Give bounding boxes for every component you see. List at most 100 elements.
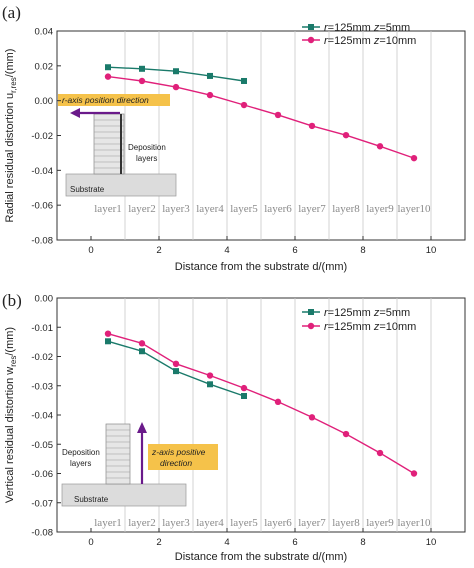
layer-label: layer9 xyxy=(366,203,394,215)
data-point-circle xyxy=(206,91,214,99)
legend-entry: r=125mm z=10mm xyxy=(324,35,416,47)
x-tick-label: 0 xyxy=(88,537,93,548)
y-tick-label: 0.04 xyxy=(35,27,54,38)
direction-callout-line1: z-axis positive xyxy=(151,447,206,457)
direction-callout-box xyxy=(148,444,218,470)
y-tick-label: -0.01 xyxy=(31,323,53,334)
deposition-label: Deposition layers xyxy=(128,143,166,163)
data-point-circle xyxy=(410,470,418,477)
y-tick-label: -0.02 xyxy=(31,131,53,142)
x-tick-label: 6 xyxy=(292,245,297,256)
data-point-square xyxy=(207,381,213,388)
legend-entry-part: =5mm xyxy=(379,22,410,34)
legend-entry-part: =125mm xyxy=(328,307,374,319)
panel-label: (a) xyxy=(2,3,21,22)
y-tick-label: -0.03 xyxy=(31,381,53,392)
legend-entry-part: =125mm xyxy=(328,321,374,333)
deposition-label-line2: layers xyxy=(136,154,157,163)
substrate-label: Substrate xyxy=(74,495,109,504)
legend-entry-part: z xyxy=(373,35,380,47)
data-point-circle xyxy=(104,73,112,80)
layer-label: layer8 xyxy=(332,517,360,529)
legend-entry-part: z xyxy=(373,321,380,333)
layer-label: layer4 xyxy=(196,517,224,529)
data-point-circle xyxy=(138,340,146,347)
layer-label: layer7 xyxy=(298,517,326,529)
layer-label: layer9 xyxy=(366,517,394,529)
layer-label: layer1 xyxy=(94,517,121,529)
data-point-circle xyxy=(172,360,180,368)
data-point-circle xyxy=(206,372,214,379)
y-tick-label: -0.04 xyxy=(31,166,53,177)
x-tick-label: 8 xyxy=(360,537,365,548)
data-point-circle xyxy=(376,143,384,150)
direction-callout-box xyxy=(58,94,170,106)
data-point-circle xyxy=(240,384,248,392)
data-point-circle xyxy=(138,77,146,85)
direction-arrow-head xyxy=(70,108,80,118)
y-tick-label: -0.06 xyxy=(31,201,53,212)
x-tick-label: 8 xyxy=(360,245,365,256)
data-point-square xyxy=(105,338,111,345)
data-point-square xyxy=(139,65,145,72)
x-tick-label: 10 xyxy=(426,245,437,256)
deposition-label-line1: Deposition xyxy=(128,143,166,152)
legend-marker-square xyxy=(308,24,314,30)
layer-label: layer7 xyxy=(298,203,326,215)
legend-entry-part: =125mm xyxy=(328,35,374,47)
data-point-circle xyxy=(342,131,350,139)
data-point-square xyxy=(173,368,179,375)
data-point-square xyxy=(241,392,247,399)
legend-marker-circle xyxy=(307,36,315,44)
substrate-label: Substrate xyxy=(70,185,105,194)
layer-label: layer6 xyxy=(264,517,292,529)
y-tick-label: -0.05 xyxy=(31,440,53,451)
direction-callout-label: r-axis position direction xyxy=(62,95,149,105)
x-axis-label: Distance from the substrate d/(mm) xyxy=(175,551,347,563)
x-axis-label: Distance from the substrate d/(mm) xyxy=(175,261,347,273)
legend-entry-part: =10mm xyxy=(379,321,416,333)
layer-label: layer3 xyxy=(162,517,190,529)
data-point-circle xyxy=(172,83,180,91)
data-point-circle xyxy=(410,154,418,162)
layer-label: layer5 xyxy=(230,203,258,215)
y-tick-label: -0.08 xyxy=(31,236,53,247)
legend-entry: r=125mm z=5mm xyxy=(324,307,410,319)
data-point-square xyxy=(173,68,179,75)
layer-label: layer5 xyxy=(230,517,258,529)
legend-entry-part: =125mm xyxy=(328,22,374,34)
legend-marker-square xyxy=(308,309,314,315)
panel-label: (b) xyxy=(2,291,22,310)
legend-marker-circle xyxy=(307,322,315,330)
layer-label: layer2 xyxy=(128,203,155,215)
legend-entry: r=125mm z=5mm xyxy=(324,22,410,34)
direction-callout-label: z-axis positive direction xyxy=(151,447,206,468)
chart-panel-b: layer1 layer2 layer3 layer4 layer5 layer6 laye… xyxy=(2,291,466,563)
y-tick-label: -0.02 xyxy=(31,352,53,363)
y-axis-label-main: Vertical residual distortion w xyxy=(4,367,16,503)
y-tick-label: -0.08 xyxy=(31,528,53,539)
data-point-circle xyxy=(274,398,282,406)
y-axis-label-subscript: r,res xyxy=(9,77,18,93)
legend-entry-part: r xyxy=(324,22,329,34)
layer-label: layer6 xyxy=(264,203,292,215)
legend-entry-part: =10mm xyxy=(379,35,416,47)
data-point-circle xyxy=(274,111,282,119)
series-line xyxy=(107,75,415,159)
layer-label: layer2 xyxy=(128,517,155,529)
deposition-label-line1: Deposition xyxy=(62,448,100,457)
data-point-square xyxy=(207,72,213,79)
deposition-label-line2: layers xyxy=(70,459,91,468)
series-line xyxy=(107,333,415,475)
x-tick-label: 6 xyxy=(292,537,297,548)
chart-panel-a: layer1 layer2 layer3 layer4 layer5 layer6 laye… xyxy=(2,3,466,273)
legend-entry-part: r xyxy=(324,321,329,333)
layer-label: layer3 xyxy=(162,203,190,215)
legend-entry-part: z xyxy=(373,307,380,319)
legend-entry-part: =5mm xyxy=(379,307,410,319)
y-tick-label: 0.00 xyxy=(35,96,54,107)
inset-illustration: Substrate Deposition layers z-axis positive… xyxy=(61,422,218,507)
direction-arrow-head xyxy=(137,422,147,433)
y-tick-label: -0.06 xyxy=(31,469,53,480)
y-axis-label-subscript: res xyxy=(9,356,18,367)
